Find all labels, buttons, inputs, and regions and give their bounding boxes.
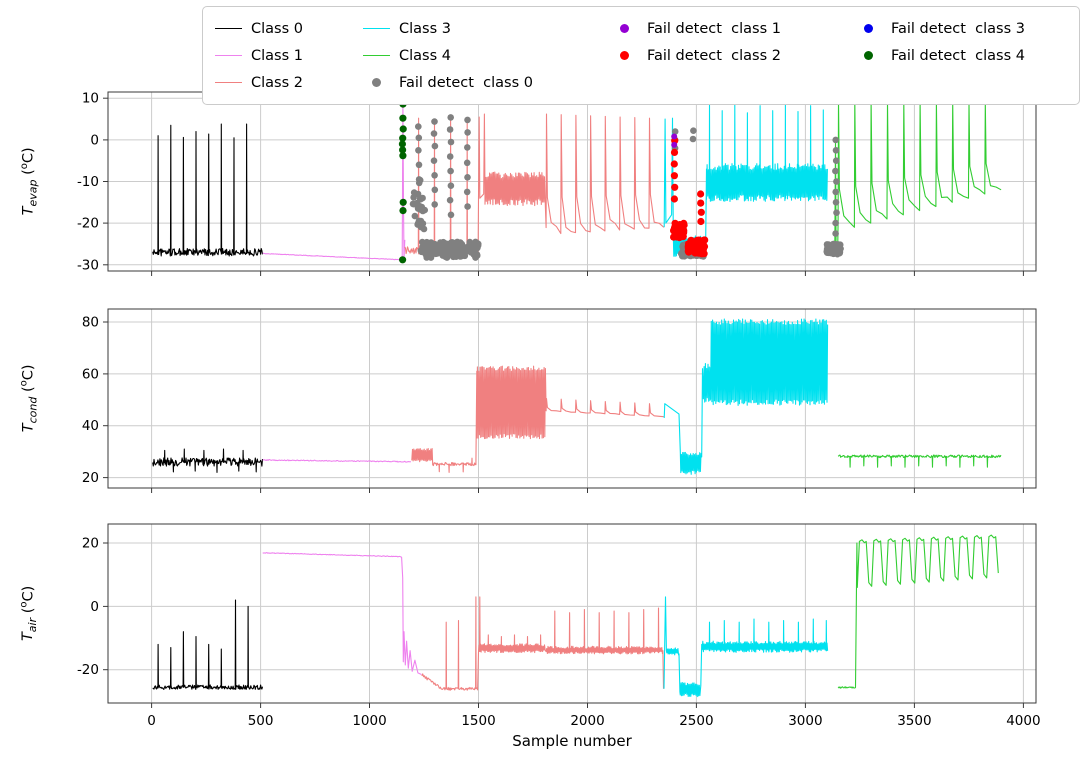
series-class-1: [262, 552, 422, 676]
series-class-4: [837, 534, 999, 689]
legend-item-fail-detect-class-0: Fail detect class 0: [363, 75, 611, 91]
legend-dot-swatch: [864, 24, 873, 33]
ylabel-var: T: [20, 423, 37, 433]
legend-label: Fail detect class 1: [647, 20, 781, 37]
legend-item-class-3: Class 3: [363, 21, 611, 37]
ylabel-t-evap: Tevap (oC): [6, 92, 52, 271]
xtick-label: 4000: [1006, 713, 1040, 729]
series-class-2: [421, 596, 665, 691]
ytick-label: 60: [82, 366, 99, 382]
ytick-label: 20: [82, 470, 99, 486]
series-class-0: [152, 448, 264, 473]
legend-item-fail-detect-class-2: Fail detect class 2: [611, 48, 855, 64]
series-class-3: [663, 318, 829, 475]
xtick-label: 2500: [679, 713, 713, 729]
legend-line-swatch: [215, 55, 242, 56]
scatter-fail-detect-class-2: [670, 137, 709, 258]
xlabel: Sample number: [512, 732, 632, 750]
axes-border: [107, 308, 1037, 489]
legend-label: Class 1: [251, 47, 303, 64]
axes-border: [107, 523, 1037, 704]
series-class-2: [404, 113, 665, 255]
ytick-label: 0: [90, 132, 99, 148]
series-class-1: [262, 105, 406, 261]
legend-label: Class 3: [399, 20, 451, 37]
ylabel-var: T: [20, 632, 37, 642]
xtick-label: 0: [147, 713, 156, 729]
series-class-4: [828, 99, 1002, 253]
ylabel-sub: air: [26, 618, 40, 633]
series-class-1: [262, 459, 412, 463]
legend-item-class-2: Class 2: [215, 75, 363, 91]
xtick-label: 3500: [897, 713, 931, 729]
legend-label: Class 2: [251, 74, 303, 91]
ylabel-t-cond: Tcond (oC): [6, 309, 52, 488]
legend-dot-swatch: [620, 51, 629, 60]
ytick-label: 40: [82, 418, 99, 434]
legend-label: Class 4: [399, 47, 451, 64]
scatter-fail-detect-class-1: [671, 133, 678, 148]
ylabel-unit: (oC): [18, 585, 37, 614]
ylabel-unit: (oC): [18, 364, 37, 393]
legend-line-swatch: [215, 28, 242, 29]
xtick-label: 1000: [352, 713, 386, 729]
legend-item-fail-detect-class-4: Fail detect class 4: [855, 48, 1067, 64]
ytick-label: -20: [77, 662, 99, 678]
ytick-label: -30: [77, 257, 99, 273]
legend-label: Fail detect class 3: [891, 20, 1025, 37]
xtick-label: 3000: [788, 713, 822, 729]
legend-label: Fail detect class 4: [891, 47, 1025, 64]
series-class-0: [152, 599, 264, 690]
legend-line-swatch: [363, 28, 390, 29]
ytick-label: 20: [82, 536, 99, 552]
scatter-fail-detect-class-4: [398, 100, 407, 264]
subplot-0: 10 0 -10 -20 -30: [77, 91, 1037, 276]
ytick-label: 10: [82, 91, 99, 107]
legend-label: Fail detect class 2: [647, 47, 781, 64]
xtick-label: 1500: [461, 713, 495, 729]
ylabel-unit: (oC): [18, 147, 37, 176]
series-class-4: [837, 454, 1002, 468]
legend-item-class-0: Class 0: [215, 21, 363, 37]
legend-item-fail-detect-class-1: Fail detect class 1: [611, 21, 855, 37]
ylabel-t-air: Tair (oC): [6, 524, 52, 703]
subplot-2: 20 0 -20 0 500 1000 1500 2000 2500 3000 3500 4000: [77, 523, 1041, 729]
ylabel-sub: cond: [26, 396, 40, 424]
xtick-label: 2000: [570, 713, 604, 729]
series-class-0: [152, 123, 264, 257]
ylabel-var: T: [20, 206, 37, 216]
legend-dot-swatch: [372, 78, 381, 87]
ytick-label: -10: [77, 174, 99, 190]
ylabel-sub: evap: [26, 179, 40, 207]
series-class-3: [663, 103, 828, 257]
legend-label: Fail detect class 0: [399, 74, 533, 91]
xtick-label: 500: [248, 713, 274, 729]
ytick-label: 0: [90, 599, 99, 615]
ytick-label: -20: [77, 216, 99, 232]
legend-dot-swatch: [620, 24, 629, 33]
subplot-1: 80 60 40 20: [82, 308, 1037, 493]
legend-dot-swatch: [864, 51, 873, 60]
ytick-label: 80: [82, 315, 99, 331]
legend-item-fail-detect-class-3: Fail detect class 3: [855, 21, 1067, 37]
legend-label: Class 0: [251, 20, 303, 37]
legend-item-class-1: Class 1: [215, 48, 363, 64]
series-class-2: [411, 365, 664, 473]
legend-item-class-4: Class 4: [363, 48, 611, 64]
legend-line-swatch: [363, 55, 390, 56]
legend-line-swatch: [215, 82, 242, 83]
series-class-3: [663, 596, 829, 698]
legend: Class 0 Class 1 Class 2 Class 3 Class 4 Fail …: [202, 6, 1080, 105]
